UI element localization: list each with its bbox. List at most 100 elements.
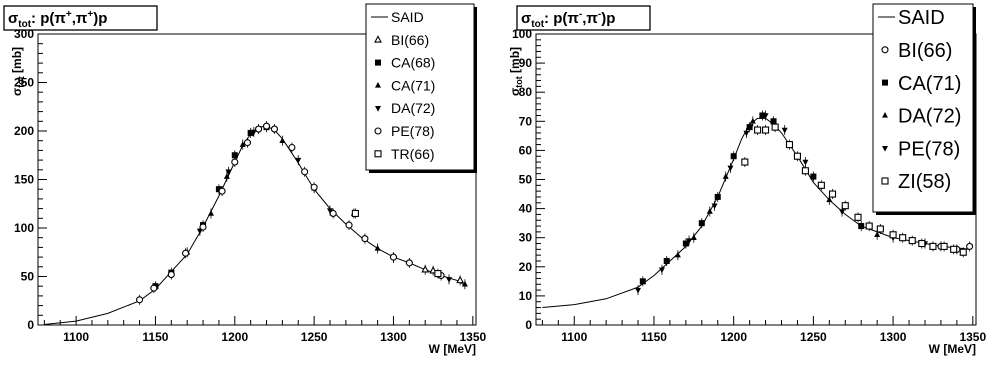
series-ca-71- bbox=[639, 110, 865, 287]
data-point bbox=[722, 173, 729, 179]
y-tick-label: 80 bbox=[519, 85, 533, 99]
data-point bbox=[150, 284, 158, 292]
title-box bbox=[516, 5, 651, 31]
legend-marker bbox=[374, 150, 382, 158]
y-tick-label: 50 bbox=[519, 173, 533, 187]
data-point bbox=[950, 245, 958, 253]
data-point bbox=[374, 244, 381, 251]
legend-label: CA(68) bbox=[391, 55, 435, 71]
title-text: )p bbox=[601, 10, 615, 27]
title-superscript: + bbox=[87, 9, 93, 20]
x-tick-label: 1300 bbox=[880, 330, 907, 344]
legend-label: PE(78) bbox=[898, 138, 960, 160]
legend-label: DA(72) bbox=[391, 100, 435, 116]
title-text: )p bbox=[93, 10, 107, 27]
data-point bbox=[327, 208, 333, 214]
legend-label: TR(66) bbox=[391, 146, 435, 162]
chart-title: σtot: p(π+,π+)p bbox=[8, 9, 107, 30]
data-point bbox=[658, 267, 665, 274]
title-superscript: - bbox=[579, 9, 582, 20]
y-tick-label: 10 bbox=[519, 289, 533, 303]
x-tick-label: 1250 bbox=[301, 330, 328, 344]
data-point bbox=[865, 222, 873, 230]
data-point bbox=[690, 234, 697, 240]
y-tick-label: 40 bbox=[519, 202, 533, 216]
data-point bbox=[801, 167, 809, 175]
data-point bbox=[329, 209, 337, 217]
data-point bbox=[771, 123, 779, 131]
title-superscript: - bbox=[598, 9, 601, 20]
y-tick-label: 150 bbox=[14, 173, 34, 187]
data-point bbox=[288, 143, 296, 152]
y-tick-label: 20 bbox=[519, 260, 533, 274]
legend-marker bbox=[374, 35, 382, 43]
legend-marker bbox=[882, 145, 888, 152]
data-point bbox=[730, 153, 737, 160]
data-point bbox=[223, 173, 230, 179]
x-tick-label: 1350 bbox=[959, 330, 986, 344]
x-axis-label: W [MeV] bbox=[929, 342, 976, 356]
y-axis-label-unit: [mb] bbox=[508, 47, 522, 76]
data-point bbox=[446, 277, 453, 283]
y-tick-label: 0 bbox=[27, 318, 34, 332]
data-point bbox=[746, 124, 753, 131]
chart-title: σtot: p(π-,π-)p bbox=[521, 9, 615, 30]
legend: SAID BI(66) CA(68) CA(71) DA(72) PE(78) TR(66) bbox=[365, 3, 477, 173]
legend-marker bbox=[375, 81, 381, 88]
data-point bbox=[828, 190, 837, 198]
data-point bbox=[250, 129, 257, 136]
data-point bbox=[262, 122, 271, 130]
data-point bbox=[279, 137, 286, 143]
y-axis-label-subscript: tot bbox=[16, 76, 26, 88]
data-point bbox=[759, 112, 766, 119]
data-point bbox=[199, 223, 207, 231]
x-tick-label: 1100 bbox=[63, 330, 89, 344]
y-tick-label: 250 bbox=[14, 76, 34, 90]
data-point bbox=[754, 126, 762, 134]
x-tick-label: 1350 bbox=[459, 330, 486, 344]
legend-label: SAID bbox=[391, 9, 424, 25]
data-point bbox=[711, 203, 718, 210]
legend-label: BI(66) bbox=[391, 32, 429, 48]
data-point bbox=[781, 127, 788, 134]
x-tick-label: 1150 bbox=[142, 330, 168, 344]
said-curve bbox=[44, 125, 466, 325]
series-ca-68- bbox=[152, 122, 270, 292]
data-point bbox=[749, 117, 756, 124]
data-point bbox=[743, 130, 750, 137]
data-point bbox=[802, 159, 809, 166]
data-point bbox=[295, 157, 302, 164]
data-point bbox=[899, 234, 907, 242]
legend-marker bbox=[375, 105, 381, 112]
data-point bbox=[136, 296, 144, 304]
data-point bbox=[874, 231, 881, 238]
data-point bbox=[389, 253, 398, 261]
data-point bbox=[247, 129, 254, 136]
title-subscript: tot bbox=[18, 19, 31, 30]
y-tick-label: 70 bbox=[519, 114, 533, 128]
data-point bbox=[639, 278, 646, 285]
x-tick-label: 1200 bbox=[720, 330, 747, 344]
data-point bbox=[741, 158, 749, 166]
y-tick-label: 200 bbox=[14, 124, 34, 138]
data-point bbox=[421, 265, 430, 273]
legend-label: PE(78) bbox=[391, 123, 435, 139]
legend-marker bbox=[882, 79, 888, 86]
y-axis-label: σtot [mb] bbox=[10, 47, 26, 96]
legend-label: BI(66) bbox=[898, 40, 952, 62]
legend-marker bbox=[374, 127, 382, 135]
data-point bbox=[686, 238, 693, 245]
data-point bbox=[714, 193, 721, 200]
data-point bbox=[218, 187, 226, 195]
title-text: : p(π bbox=[31, 10, 66, 27]
data-point bbox=[908, 237, 916, 245]
data-point bbox=[207, 210, 214, 216]
data-point bbox=[225, 169, 232, 176]
data-point bbox=[231, 158, 239, 166]
y-tick-label: 60 bbox=[519, 143, 533, 157]
data-point bbox=[770, 118, 777, 125]
data-point bbox=[405, 259, 413, 267]
data-point bbox=[966, 242, 974, 250]
data-point bbox=[858, 223, 865, 230]
